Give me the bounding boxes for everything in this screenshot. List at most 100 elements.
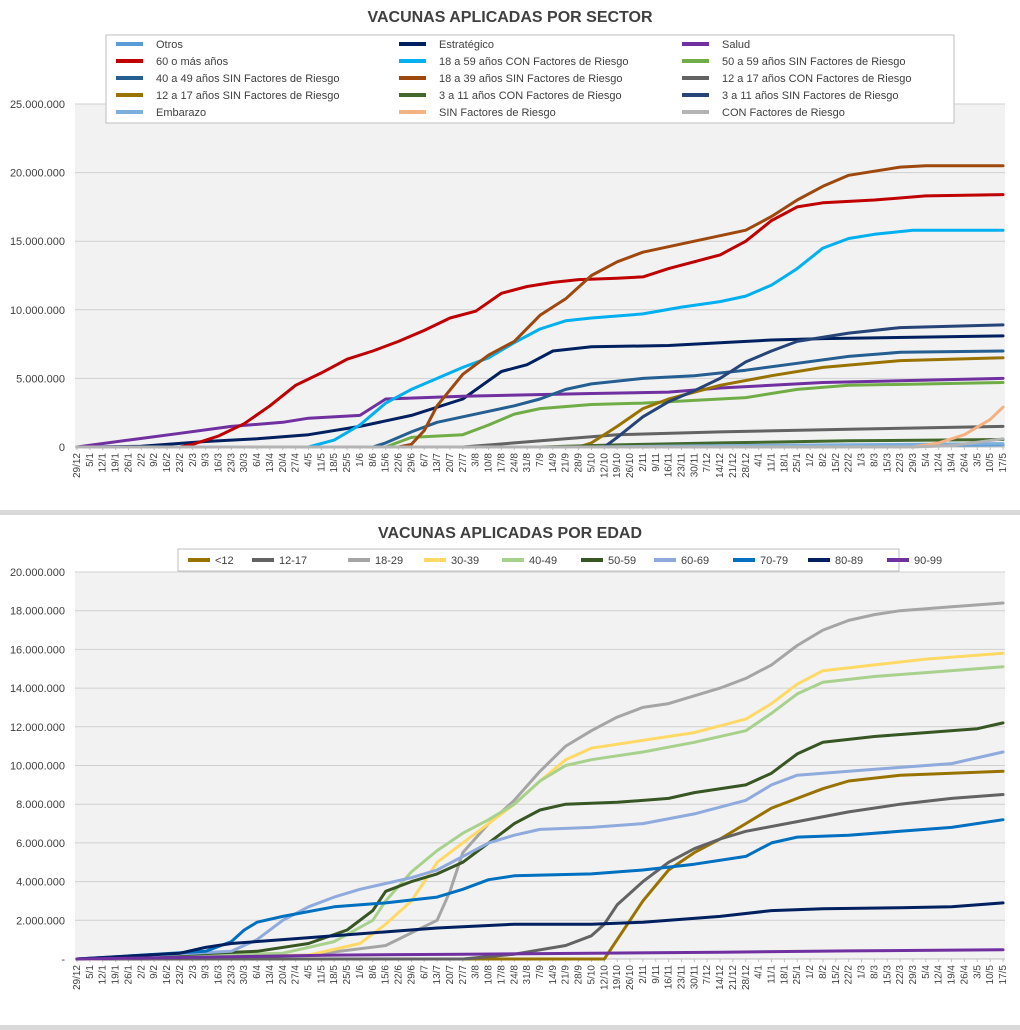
x-tick-label: 13/7 (432, 453, 443, 473)
x-tick-label: 23/11 (676, 965, 687, 990)
x-tick-label: 25/5 (342, 453, 353, 473)
x-tick-label: 30/11 (689, 965, 700, 990)
x-tick-label: 16/3 (213, 453, 224, 473)
x-tick-label: 20/7 (445, 453, 456, 473)
x-tick-label: 22/6 (394, 453, 405, 473)
x-tick-label: 1/3 (857, 453, 868, 467)
legend-label: 70-79 (760, 555, 788, 567)
legend-label: CON Factores de Riesgo (722, 107, 845, 119)
legend-label: 30-39 (451, 555, 479, 567)
x-tick-label: 25/1 (792, 453, 803, 473)
legend-label: 50-59 (608, 555, 636, 567)
x-tick-label: 23/3 (226, 965, 237, 985)
x-tick-label: 27/7 (458, 965, 469, 985)
x-tick-label: 12/1 (98, 965, 109, 985)
legend-label: 18 a 59 años CON Factores de Riesgo (439, 56, 629, 68)
legend-label: 3 a 11 años CON Factores de Riesgo (439, 90, 622, 102)
legend-label: Embarazo (156, 107, 206, 119)
chart-panel-sector: 0 5.000.000 10.000.000 15.000.000 20.000.000… (0, 0, 1020, 510)
x-tick-label: 15/6 (381, 453, 392, 473)
series-line (75, 323, 1005, 449)
x-tick-label: 16/3 (213, 965, 224, 985)
x-tick-label: 14/9 (548, 965, 559, 985)
y-tick-label: 14.000.000 (10, 683, 65, 695)
x-tick-label: 19/1 (111, 453, 122, 473)
x-tick-label: 21/12 (728, 453, 739, 478)
x-tick-label: 15/2 (831, 965, 842, 985)
x-tick-label: 11/5 (316, 965, 327, 984)
y-tick-label: 5.000.000 (16, 373, 65, 385)
x-tick-label: 19/10 (612, 965, 623, 990)
x-tick-label: 7/9 (535, 453, 546, 467)
y-tick-label: 25.000.000 (10, 99, 65, 111)
x-tick-label: 1/2 (805, 965, 816, 979)
x-tick-label: 27/4 (291, 965, 302, 985)
series-line (75, 948, 1005, 961)
x-tick-label: 13/4 (265, 453, 276, 473)
x-tick-label: 12/10 (599, 965, 610, 990)
legend-label: 12 a 17 años CON Factores de Riesgo (722, 73, 912, 85)
legend-label: Estratégico (439, 39, 494, 51)
x-tick-label: 31/8 (522, 965, 533, 985)
x-tick-label: 30/3 (239, 965, 250, 985)
x-tick-label: 1/6 (355, 965, 366, 979)
x-tick-label: 5/1 (85, 453, 96, 467)
y-tick-label: 0 (59, 442, 65, 454)
y-tick-label: 20.000.000 (10, 567, 65, 579)
x-tick-label: 4/1 (754, 453, 765, 467)
x-tick-label: 26/4 (959, 453, 970, 473)
y-tick-label: 12.000.000 (10, 722, 65, 734)
x-tick-label: 24/8 (509, 965, 520, 985)
x-tick-label: 26/1 (123, 453, 134, 473)
x-tick-label: 22/3 (895, 453, 906, 473)
x-tick-label: 16/11 (664, 965, 675, 990)
x-tick-label: 3/8 (471, 453, 482, 467)
chart-title: VACUNAS APLICADAS POR EDAD (378, 525, 642, 542)
y-tick-label: 2.000.000 (16, 915, 65, 927)
legend-label: <12 (215, 555, 234, 567)
x-tick-label: 4/5 (304, 965, 315, 979)
series-line (75, 721, 1005, 961)
x-tick-label: 23/2 (175, 453, 186, 473)
x-tick-label: 19/4 (947, 965, 958, 985)
x-tick-label: 29/12 (72, 453, 83, 478)
x-tick-label: 8/3 (869, 965, 880, 979)
series-line (75, 437, 1005, 449)
x-tick-label: 26/10 (625, 965, 636, 990)
series-line (75, 334, 1005, 449)
series-line (75, 228, 1005, 449)
series-line (75, 818, 1005, 961)
x-tick-label: 18/5 (329, 453, 340, 473)
x-tick-label: 9/2 (149, 965, 160, 979)
y-tick-label: 10.000.000 (10, 761, 65, 773)
x-tick-label: 21/9 (561, 453, 572, 473)
x-tick-label: 12/10 (599, 453, 610, 478)
y-tick-label: 10.000.000 (10, 305, 65, 317)
x-tick-label: 18/1 (779, 965, 790, 985)
x-tick-label: 20/4 (278, 453, 289, 473)
x-tick-label: 13/4 (265, 965, 276, 985)
series-line (75, 750, 1005, 961)
legend-label: 40-49 (529, 555, 557, 567)
legend-label: 60-69 (681, 555, 709, 567)
x-tick-label: 18/5 (329, 965, 340, 985)
x-tick-label: 9/11 (651, 965, 662, 984)
x-tick-label: 15/3 (882, 965, 893, 985)
x-tick-label: 29/6 (406, 453, 417, 473)
legend-label: 18-29 (375, 555, 403, 567)
x-tick-label: 11/5 (316, 453, 327, 472)
y-tick-label: 18.000.000 (10, 606, 65, 618)
x-tick-label: 9/3 (201, 453, 212, 467)
x-tick-label: 4/5 (304, 453, 315, 467)
x-tick-label: 22/3 (895, 965, 906, 985)
x-tick-label: 5/4 (921, 965, 932, 979)
x-tick-label: 3/5 (972, 965, 983, 979)
x-tick-label: 11/1 (767, 453, 778, 472)
legend-label: 60 o más años (156, 56, 229, 68)
legend-label: Salud (722, 39, 750, 51)
y-tick-label: 6.000.000 (16, 838, 65, 850)
x-tick-label: 10/5 (985, 965, 996, 985)
x-tick-label: 1/3 (857, 965, 868, 979)
x-tick-label: 27/4 (291, 453, 302, 473)
x-tick-label: 21/12 (728, 965, 739, 990)
